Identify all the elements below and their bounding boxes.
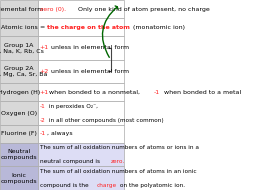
Text: Only one kind of atom present, no charge: Only one kind of atom present, no charge [74, 6, 210, 12]
Text: Group 1A
Li, Na, K, Rb, Cs: Group 1A Li, Na, K, Rb, Cs [0, 43, 44, 53]
Text: unless in elemental form: unless in elemental form [47, 45, 130, 51]
Bar [0, 0, 38, 18]
Text: unless in elemental form: unless in elemental form [47, 69, 130, 74]
Bar [38, 166, 125, 190]
Text: The sum of all oxidation numbers of atoms or ions in a: The sum of all oxidation numbers of atom… [40, 145, 199, 150]
Bar [0, 143, 38, 166]
Bar [38, 101, 125, 125]
Text: =: = [40, 25, 47, 30]
Text: Neutral
compounds: Neutral compounds [1, 149, 37, 160]
Bar [38, 83, 125, 101]
Text: when bonded to a metal: when bonded to a metal [162, 90, 241, 95]
Bar [0, 60, 38, 83]
Text: -1: -1 [40, 131, 46, 136]
Text: Fluorine (F): Fluorine (F) [1, 131, 37, 136]
Text: zero (0).: zero (0). [40, 6, 66, 12]
Bar [0, 36, 38, 60]
Text: -2: -2 [40, 118, 46, 123]
Text: Oxygen (O): Oxygen (O) [1, 111, 37, 116]
Bar [38, 0, 125, 18]
Text: -1: -1 [40, 104, 46, 108]
Bar [0, 83, 38, 101]
Text: Hydrogen (H): Hydrogen (H) [0, 90, 40, 95]
Text: compound is the: compound is the [40, 183, 90, 188]
Text: -1: -1 [154, 90, 160, 95]
Text: +2: +2 [40, 69, 49, 74]
Text: +1: +1 [40, 90, 49, 95]
Text: , always: , always [47, 131, 73, 136]
Text: Group 2A
Be, Mg, Ca, Sr, Ba: Group 2A Be, Mg, Ca, Sr, Ba [0, 66, 47, 77]
Text: charge: charge [96, 183, 117, 188]
Text: when bonded to a nonmetal,: when bonded to a nonmetal, [47, 90, 142, 95]
Bar [38, 36, 125, 60]
Text: in peroxides O₂⁻,: in peroxides O₂⁻, [47, 104, 98, 108]
Bar [38, 18, 125, 36]
Text: The sum of all oxidation numbers of atoms in an ionic: The sum of all oxidation numbers of atom… [40, 169, 196, 174]
Text: zero.: zero. [111, 159, 125, 164]
Text: +1: +1 [40, 45, 49, 51]
Text: neutral compound is: neutral compound is [40, 159, 102, 164]
Text: Ionic
compounds: Ionic compounds [1, 173, 37, 184]
Text: on the polyatomic ion.: on the polyatomic ion. [118, 183, 185, 188]
Text: (monatomic ion): (monatomic ion) [131, 25, 185, 30]
Text: in all other compounds (most common): in all other compounds (most common) [47, 118, 164, 123]
Bar [0, 125, 38, 143]
Bar [38, 143, 125, 166]
Bar [0, 18, 38, 36]
Bar [38, 125, 125, 143]
Text: the charge on the atom: the charge on the atom [47, 25, 130, 30]
Bar [38, 60, 125, 83]
Bar [0, 166, 38, 190]
Text: Elemental form: Elemental form [0, 6, 43, 12]
Bar [0, 101, 38, 125]
Text: Atomic ions: Atomic ions [1, 25, 37, 30]
